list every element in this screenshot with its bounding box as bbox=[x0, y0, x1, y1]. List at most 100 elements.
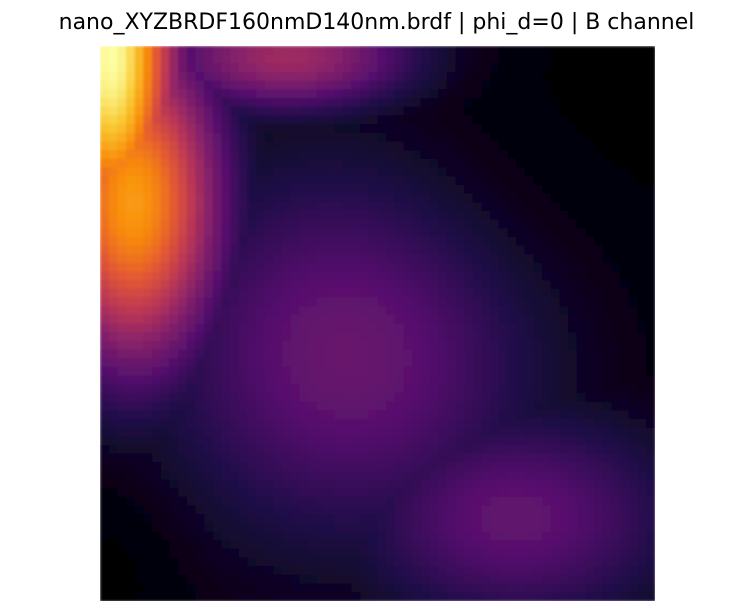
heatmap-cell bbox=[386, 167, 396, 177]
heatmap-cell bbox=[247, 245, 257, 255]
heatmap-cell bbox=[360, 340, 370, 351]
heatmap-cell bbox=[464, 436, 474, 446]
heatmap-cell bbox=[637, 540, 647, 550]
heatmap-cell bbox=[602, 63, 613, 73]
heatmap-cell bbox=[230, 496, 240, 507]
heatmap-cell bbox=[282, 132, 292, 142]
heatmap-cell bbox=[308, 514, 318, 524]
heatmap-cell bbox=[282, 470, 292, 481]
heatmap-cell bbox=[325, 323, 335, 333]
heatmap-cell bbox=[490, 366, 500, 377]
heatmap-cell bbox=[594, 202, 604, 212]
heatmap-cell bbox=[481, 254, 491, 264]
heatmap-cell bbox=[126, 340, 136, 351]
heatmap-cell bbox=[117, 288, 127, 299]
heatmap-cell bbox=[576, 358, 587, 368]
heatmap-cell bbox=[602, 72, 613, 82]
heatmap-cell bbox=[611, 462, 621, 472]
heatmap-cell bbox=[256, 63, 266, 73]
heatmap-cell bbox=[360, 72, 370, 82]
heatmap-cell bbox=[134, 384, 144, 394]
heatmap-cell bbox=[446, 358, 457, 368]
heatmap-cell bbox=[420, 115, 431, 125]
heatmap-cell bbox=[238, 54, 249, 64]
heatmap-cell bbox=[637, 245, 647, 255]
heatmap-cell bbox=[299, 366, 309, 377]
heatmap-cell bbox=[568, 479, 578, 489]
heatmap-cell bbox=[516, 297, 526, 307]
heatmap-cell bbox=[386, 522, 396, 533]
heatmap-cell bbox=[169, 141, 179, 151]
heatmap-cell bbox=[334, 46, 344, 56]
heatmap-cell bbox=[264, 89, 275, 99]
heatmap-cell bbox=[550, 358, 561, 368]
heatmap-cell bbox=[637, 375, 647, 385]
heatmap-cell bbox=[533, 80, 543, 90]
heatmap-cell bbox=[273, 210, 283, 221]
heatmap-cell bbox=[256, 332, 266, 342]
heatmap-cell bbox=[438, 410, 448, 420]
heatmap-cell bbox=[264, 176, 275, 186]
heatmap-cell bbox=[637, 488, 647, 498]
heatmap-cell bbox=[394, 505, 405, 515]
heatmap-cell bbox=[256, 488, 266, 498]
heatmap-cell bbox=[351, 271, 361, 281]
heatmap-cell bbox=[524, 323, 535, 333]
heatmap-cell bbox=[264, 583, 275, 593]
heatmap-cell bbox=[429, 488, 439, 498]
heatmap-cell bbox=[498, 262, 509, 273]
heatmap-cell bbox=[559, 592, 569, 601]
heatmap-cell bbox=[646, 297, 655, 307]
heatmap-cell bbox=[169, 80, 179, 90]
heatmap-cell bbox=[464, 150, 474, 160]
heatmap-cell bbox=[386, 150, 396, 160]
heatmap-cell bbox=[646, 106, 655, 116]
heatmap-cell bbox=[533, 115, 543, 125]
heatmap-cell bbox=[438, 531, 448, 541]
heatmap-cell bbox=[230, 193, 240, 203]
heatmap-cell bbox=[195, 444, 205, 455]
heatmap-cell bbox=[412, 72, 422, 82]
heatmap-cell bbox=[637, 436, 647, 446]
heatmap-cell bbox=[533, 418, 543, 429]
heatmap-cell bbox=[628, 46, 639, 56]
heatmap-cell bbox=[100, 496, 110, 507]
heatmap-cell bbox=[195, 271, 205, 281]
heatmap-cell bbox=[264, 54, 275, 64]
heatmap-cell bbox=[316, 479, 327, 489]
heatmap-cell bbox=[186, 436, 196, 446]
heatmap-cell bbox=[602, 254, 613, 264]
heatmap-cell bbox=[368, 557, 379, 567]
heatmap-cell bbox=[230, 254, 240, 264]
heatmap-cell bbox=[117, 193, 127, 203]
heatmap-cell bbox=[533, 46, 543, 56]
heatmap-cell bbox=[100, 262, 110, 273]
heatmap-cell bbox=[542, 158, 552, 168]
heatmap-cell bbox=[342, 288, 353, 299]
heatmap-cell bbox=[126, 531, 136, 541]
heatmap-cell bbox=[238, 453, 249, 463]
heatmap-cell bbox=[420, 323, 431, 333]
heatmap-cell bbox=[481, 89, 491, 99]
heatmap-cell bbox=[386, 566, 396, 576]
heatmap-cell bbox=[282, 332, 292, 342]
heatmap-cell bbox=[594, 531, 604, 541]
heatmap-cell bbox=[490, 375, 500, 385]
heatmap-cell bbox=[264, 262, 275, 273]
heatmap-cell bbox=[342, 210, 353, 221]
heatmap-cell bbox=[559, 167, 569, 177]
heatmap-cell bbox=[550, 106, 561, 116]
heatmap-cell bbox=[498, 158, 509, 168]
heatmap-cell bbox=[264, 548, 275, 559]
heatmap-cell bbox=[169, 505, 179, 515]
heatmap-cell bbox=[100, 323, 110, 333]
heatmap-cell bbox=[455, 124, 465, 134]
heatmap-cell bbox=[273, 574, 283, 585]
heatmap-cell bbox=[178, 176, 188, 186]
heatmap-cell bbox=[386, 514, 396, 524]
heatmap-cell bbox=[368, 288, 379, 299]
heatmap-cell bbox=[533, 323, 543, 333]
heatmap-cell bbox=[386, 132, 396, 142]
heatmap-cell bbox=[195, 202, 205, 212]
